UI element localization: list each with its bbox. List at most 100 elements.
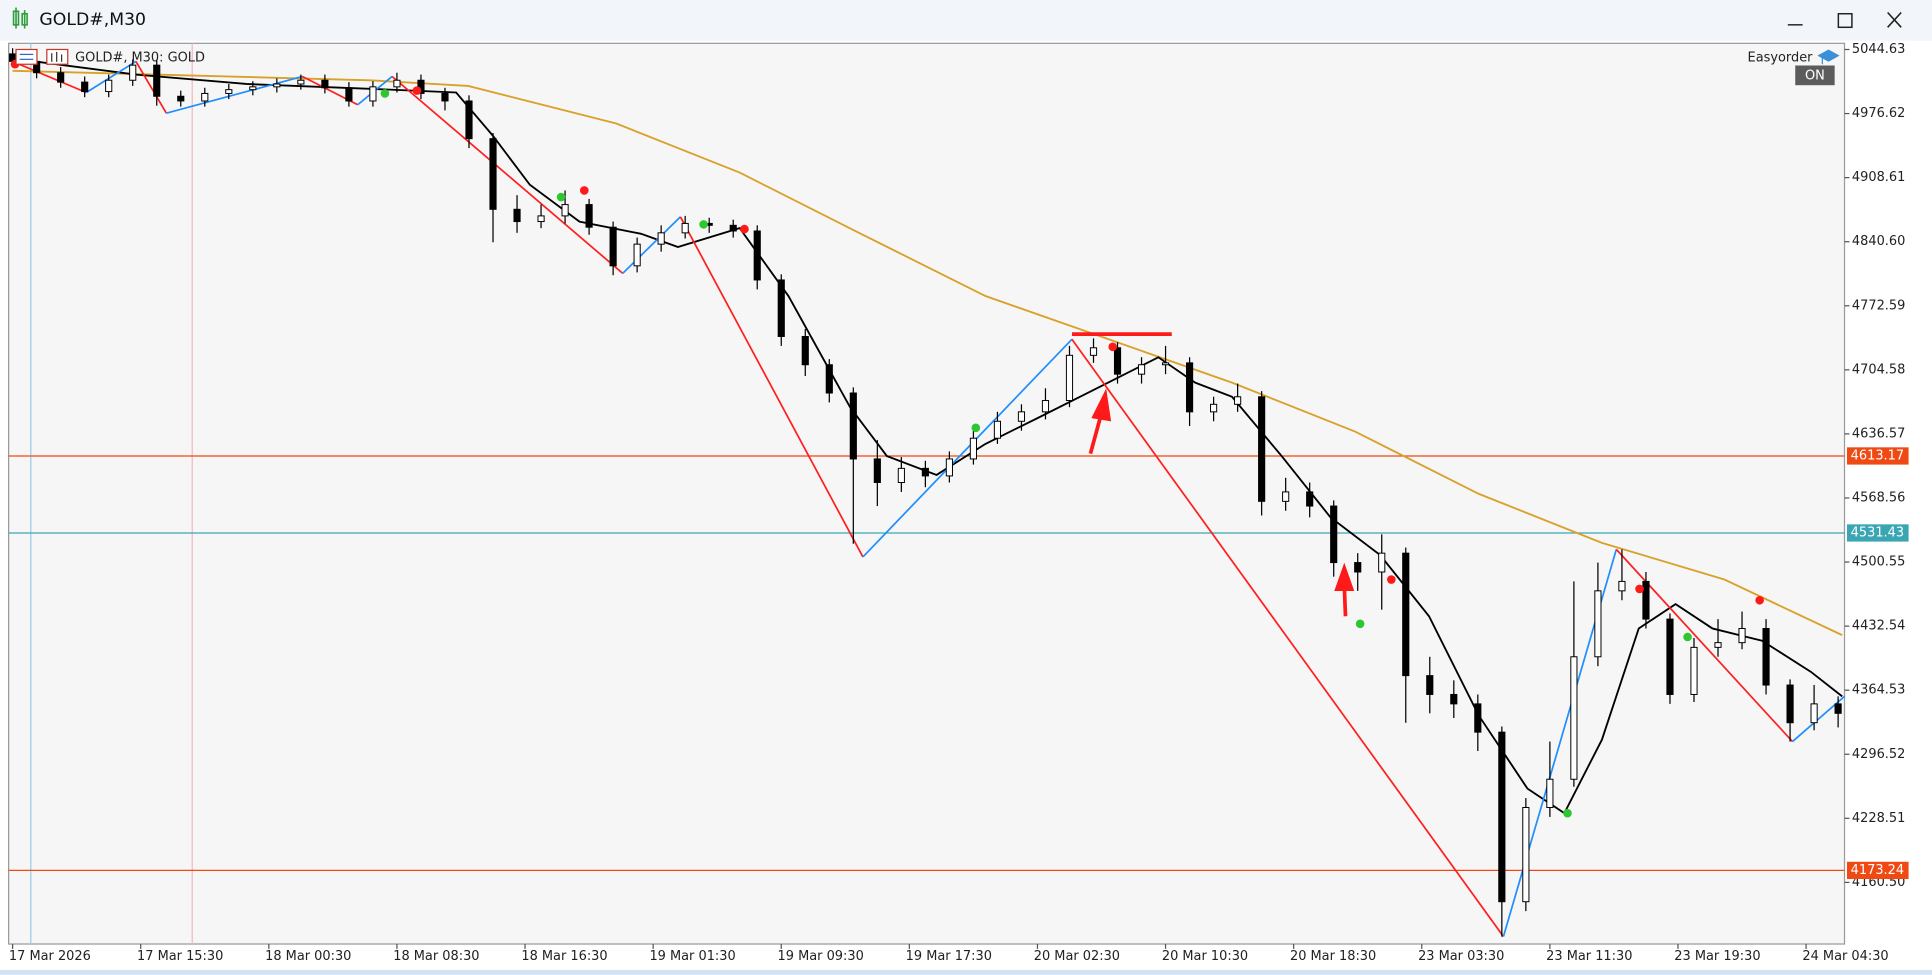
zigzag-segment [862,338,1073,558]
y-tick-label: 4364.53 [1852,683,1905,698]
signal-dot [740,224,749,234]
candle-body [1690,646,1698,695]
signal-dot [1108,342,1118,352]
zigzag-segment [679,216,864,558]
easyorder-label[interactable]: Easyorder [1748,51,1814,66]
status-text: ON [1805,68,1825,83]
y-tick-label: 4432.54 [1852,619,1905,634]
candle-body [1089,347,1098,356]
x-tick-label: 23 Mar 03:30 [1418,949,1504,964]
candle-body [249,86,257,91]
candle-body [1282,491,1290,502]
price-level-tag [1846,447,1909,465]
candle-body [273,83,281,88]
x-tick-label: 20 Mar 10:30 [1162,949,1248,964]
candle-body [537,215,545,223]
candle-body [945,458,953,477]
title-bar [0,0,1932,41]
app-icon [12,7,28,29]
candle-body [657,232,665,245]
candle-body [1450,693,1458,705]
signal-dot [1755,595,1764,605]
candle-body [321,79,329,89]
candle-body [441,92,449,102]
candle-body [129,64,137,81]
price-level-label: 4613.17 [1851,448,1904,463]
chart-icon [15,48,69,65]
close-button[interactable] [1887,11,1902,28]
price-level-label: 4173.24 [1851,863,1904,878]
candle-body [153,64,161,97]
candle-body [1498,731,1506,903]
candle-body [489,138,497,210]
candle-body [1113,347,1122,375]
candle-body [1306,491,1314,507]
candle-body [609,226,617,267]
candle-body [849,392,857,460]
y-tick-label: 4704.58 [1852,362,1905,377]
status-badge[interactable] [1795,65,1835,86]
x-tick-label: 17 Mar 2026 [9,949,91,964]
candle-body [993,420,1002,439]
annotation-arrow [1088,388,1112,455]
signal-dot [556,192,566,202]
candle-body [561,204,569,217]
candle-body [1402,552,1410,677]
candle-body [1642,580,1650,620]
zigzag-segment [1071,338,1505,938]
x-tick-label: 23 Mar 19:30 [1674,949,1760,964]
zigzag-segment [622,216,681,274]
x-tick-label: 19 Mar 09:30 [778,949,864,964]
easyorder-icon [1817,49,1840,65]
zigzag-segment [166,75,303,115]
candle-body [1137,364,1146,375]
candle-body [105,79,113,93]
signal-dot [1683,632,1692,642]
annotation-arrow [1334,562,1355,617]
y-tick-label: 4976.62 [1852,106,1905,121]
zigzag-segment [135,60,168,114]
candle-body [225,89,233,94]
candle-body [297,79,305,85]
candle-body [1258,396,1266,502]
candle-body [1546,778,1554,808]
x-tick-label: 18 Mar 00:30 [265,949,351,964]
moving-average [12,57,1843,815]
candle-body [1210,403,1218,413]
x-tick-label: 17 Mar 15:30 [137,949,223,964]
candle-body [1522,807,1530,903]
candle-body [801,335,809,366]
candle-body [753,230,761,281]
plot: 5044.63 4976.62 4908.61 4840.60 4772.59 4704.… [8,42,1909,964]
candle-body [1762,628,1770,686]
y-tick-label: 4908.61 [1852,170,1905,185]
candle-body [969,437,977,460]
x-tick-label: 18 Mar 16:30 [521,949,607,964]
signal-dot [579,186,589,195]
y-tick-label: 4636.57 [1852,426,1905,441]
candle-body [681,222,689,234]
price-level-tag [1846,524,1909,542]
moving-average [12,69,1843,636]
chart-label: GOLD#, M30: GOLD [75,51,205,66]
candle-body [57,72,65,83]
y-tick-label: 4500.55 [1852,555,1905,570]
x-tick-label: 20 Mar 18:30 [1290,949,1376,964]
candle-body [1426,675,1434,695]
x-tick-label: 18 Mar 08:30 [393,949,479,964]
maximize-button[interactable] [1837,13,1853,29]
candle-body [585,204,593,228]
x-tick-label: 19 Mar 17:30 [906,949,992,964]
candle-body [1738,628,1746,644]
candle-body [1330,505,1338,564]
candle-body [1834,703,1842,714]
candle-body [1354,562,1362,573]
window-border [0,969,1932,975]
candle-body [1474,703,1482,733]
candle-body [513,208,521,223]
candle-body [1618,580,1626,592]
candle-body [201,92,209,102]
candle-body [81,81,89,93]
